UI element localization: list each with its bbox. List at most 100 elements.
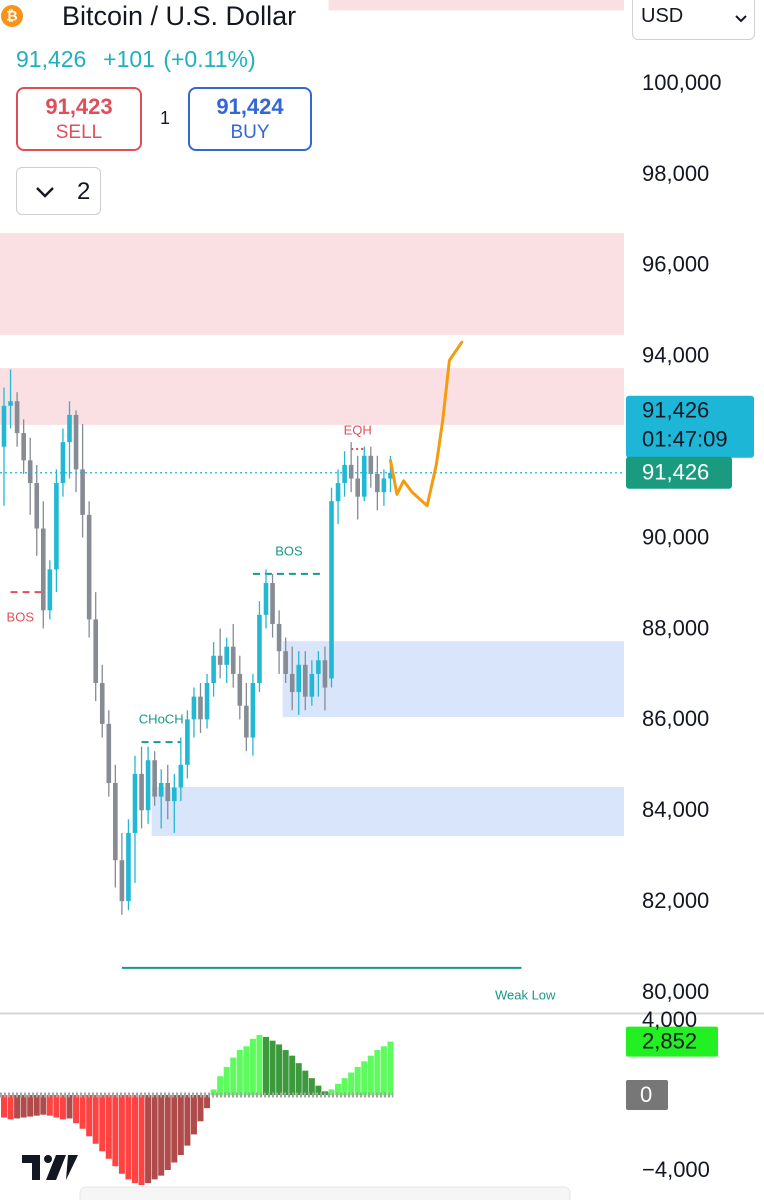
oscillator-bar xyxy=(125,1095,132,1180)
oscillator-bar xyxy=(282,1050,289,1096)
y-tick-label: 94,000 xyxy=(642,343,709,368)
candle-body xyxy=(67,414,72,443)
oscillator-bar xyxy=(99,1095,106,1152)
candle-body xyxy=(217,655,223,665)
candle-body xyxy=(348,464,354,479)
candle-body xyxy=(296,664,302,693)
oscillator-bar xyxy=(256,1035,263,1096)
oscillator-bar xyxy=(1,1095,7,1118)
tradingview-logo xyxy=(22,1155,78,1180)
candle-body xyxy=(381,478,387,493)
oscillator-bar xyxy=(158,1095,165,1176)
oscillator-bar xyxy=(138,1095,145,1186)
buy-label: BUY xyxy=(230,122,270,143)
oscillator-bar xyxy=(118,1095,125,1174)
oscillator-bar xyxy=(59,1095,66,1120)
y-tick-label: 96,000 xyxy=(642,252,709,277)
oscillator-bar xyxy=(177,1095,184,1156)
buy-button[interactable]: 91,424 BUY xyxy=(188,87,312,151)
candle-body xyxy=(185,719,190,765)
buy-price: 91,424 xyxy=(216,94,284,119)
y-tick-label: 100,000 xyxy=(642,70,722,95)
oscillator-bar xyxy=(348,1072,355,1096)
oscillator-bar xyxy=(92,1095,99,1144)
oscillator-bar xyxy=(380,1046,387,1096)
oscillator-bar xyxy=(151,1095,158,1180)
sell-price: 91,423 xyxy=(45,94,113,119)
candle-body xyxy=(132,773,138,833)
y-tick-label: 84,000 xyxy=(642,797,709,822)
chevron xyxy=(735,15,747,23)
candle-body xyxy=(14,401,20,434)
spread: 1 xyxy=(160,108,171,128)
oscillator-bar xyxy=(79,1095,86,1129)
currency-selector[interactable]: USD xyxy=(632,0,755,40)
y-tick-label: 90,000 xyxy=(642,524,709,549)
oscillator-bar xyxy=(243,1046,250,1096)
structure-label: Weak Low xyxy=(495,987,556,1002)
candle-body xyxy=(165,782,171,802)
oscillator-pane xyxy=(0,1035,394,1186)
candle-body xyxy=(8,401,13,406)
candle-body xyxy=(73,414,79,470)
oscillator-bar xyxy=(315,1085,322,1096)
last-price: 91,426 xyxy=(16,46,87,72)
candle-body xyxy=(99,682,105,724)
structure-label: EQH xyxy=(344,422,372,437)
candle-body xyxy=(119,860,125,902)
candle-body xyxy=(211,655,216,683)
oscillator-bar xyxy=(20,1095,27,1118)
oscillator-bar xyxy=(367,1055,374,1096)
zone xyxy=(0,233,624,335)
symbol-title: Bitcoin / U.S. Dollar xyxy=(62,1,297,31)
oscillator-bar xyxy=(66,1095,73,1119)
candle-body xyxy=(86,514,92,620)
oscillator-bar xyxy=(197,1095,204,1122)
candle-body xyxy=(309,673,315,697)
candle-body xyxy=(80,469,85,515)
oscillator-bar xyxy=(40,1095,47,1115)
y-tick-label: 80,000 xyxy=(642,979,709,1004)
bottom-bar xyxy=(79,1186,571,1200)
candle-body xyxy=(342,464,347,484)
oscillator-bar xyxy=(7,1095,14,1120)
oscillator-bar xyxy=(204,1095,211,1109)
candle-body xyxy=(54,483,59,570)
candle-body xyxy=(1,405,7,447)
candle-body xyxy=(250,682,256,738)
candle-body xyxy=(335,483,341,502)
zone xyxy=(0,368,624,425)
currency: USD xyxy=(641,5,684,27)
y-tick-label: 82,000 xyxy=(642,888,709,913)
oscillator-bar xyxy=(361,1061,368,1096)
oscillator-bar xyxy=(112,1095,119,1167)
candle-body xyxy=(276,623,282,652)
oscillator-bar xyxy=(230,1057,237,1096)
oscillator-bar xyxy=(269,1040,276,1096)
order-dropdown[interactable]: 2 xyxy=(16,167,101,215)
sell-button[interactable]: 91,423 SELL xyxy=(16,87,142,151)
candle-body xyxy=(355,478,360,497)
oscillator-bar xyxy=(249,1038,256,1096)
price-tag-label: 91,426 xyxy=(642,398,709,423)
candle-body xyxy=(27,460,33,484)
oscillator-bar xyxy=(171,1095,178,1163)
sell-label: SELL xyxy=(55,122,103,143)
zone xyxy=(328,0,624,11)
oscillator-bar xyxy=(73,1095,80,1124)
candle-body xyxy=(126,832,131,902)
candle-body xyxy=(361,455,367,497)
y-tick-label: 88,000 xyxy=(642,615,709,640)
oscillator-bar xyxy=(276,1044,283,1096)
candle-body xyxy=(322,660,328,688)
candle-body xyxy=(244,705,249,738)
oscillator-bar xyxy=(210,1089,217,1096)
candle-body xyxy=(158,782,164,797)
oscillator-bar xyxy=(236,1050,243,1096)
oscillator-bar xyxy=(53,1095,60,1118)
candle-body xyxy=(21,433,26,461)
svg-text:₿: ₿ xyxy=(6,8,17,24)
price-axis: 80,00082,00084,00086,00088,00090,00092,0… xyxy=(626,70,754,1182)
